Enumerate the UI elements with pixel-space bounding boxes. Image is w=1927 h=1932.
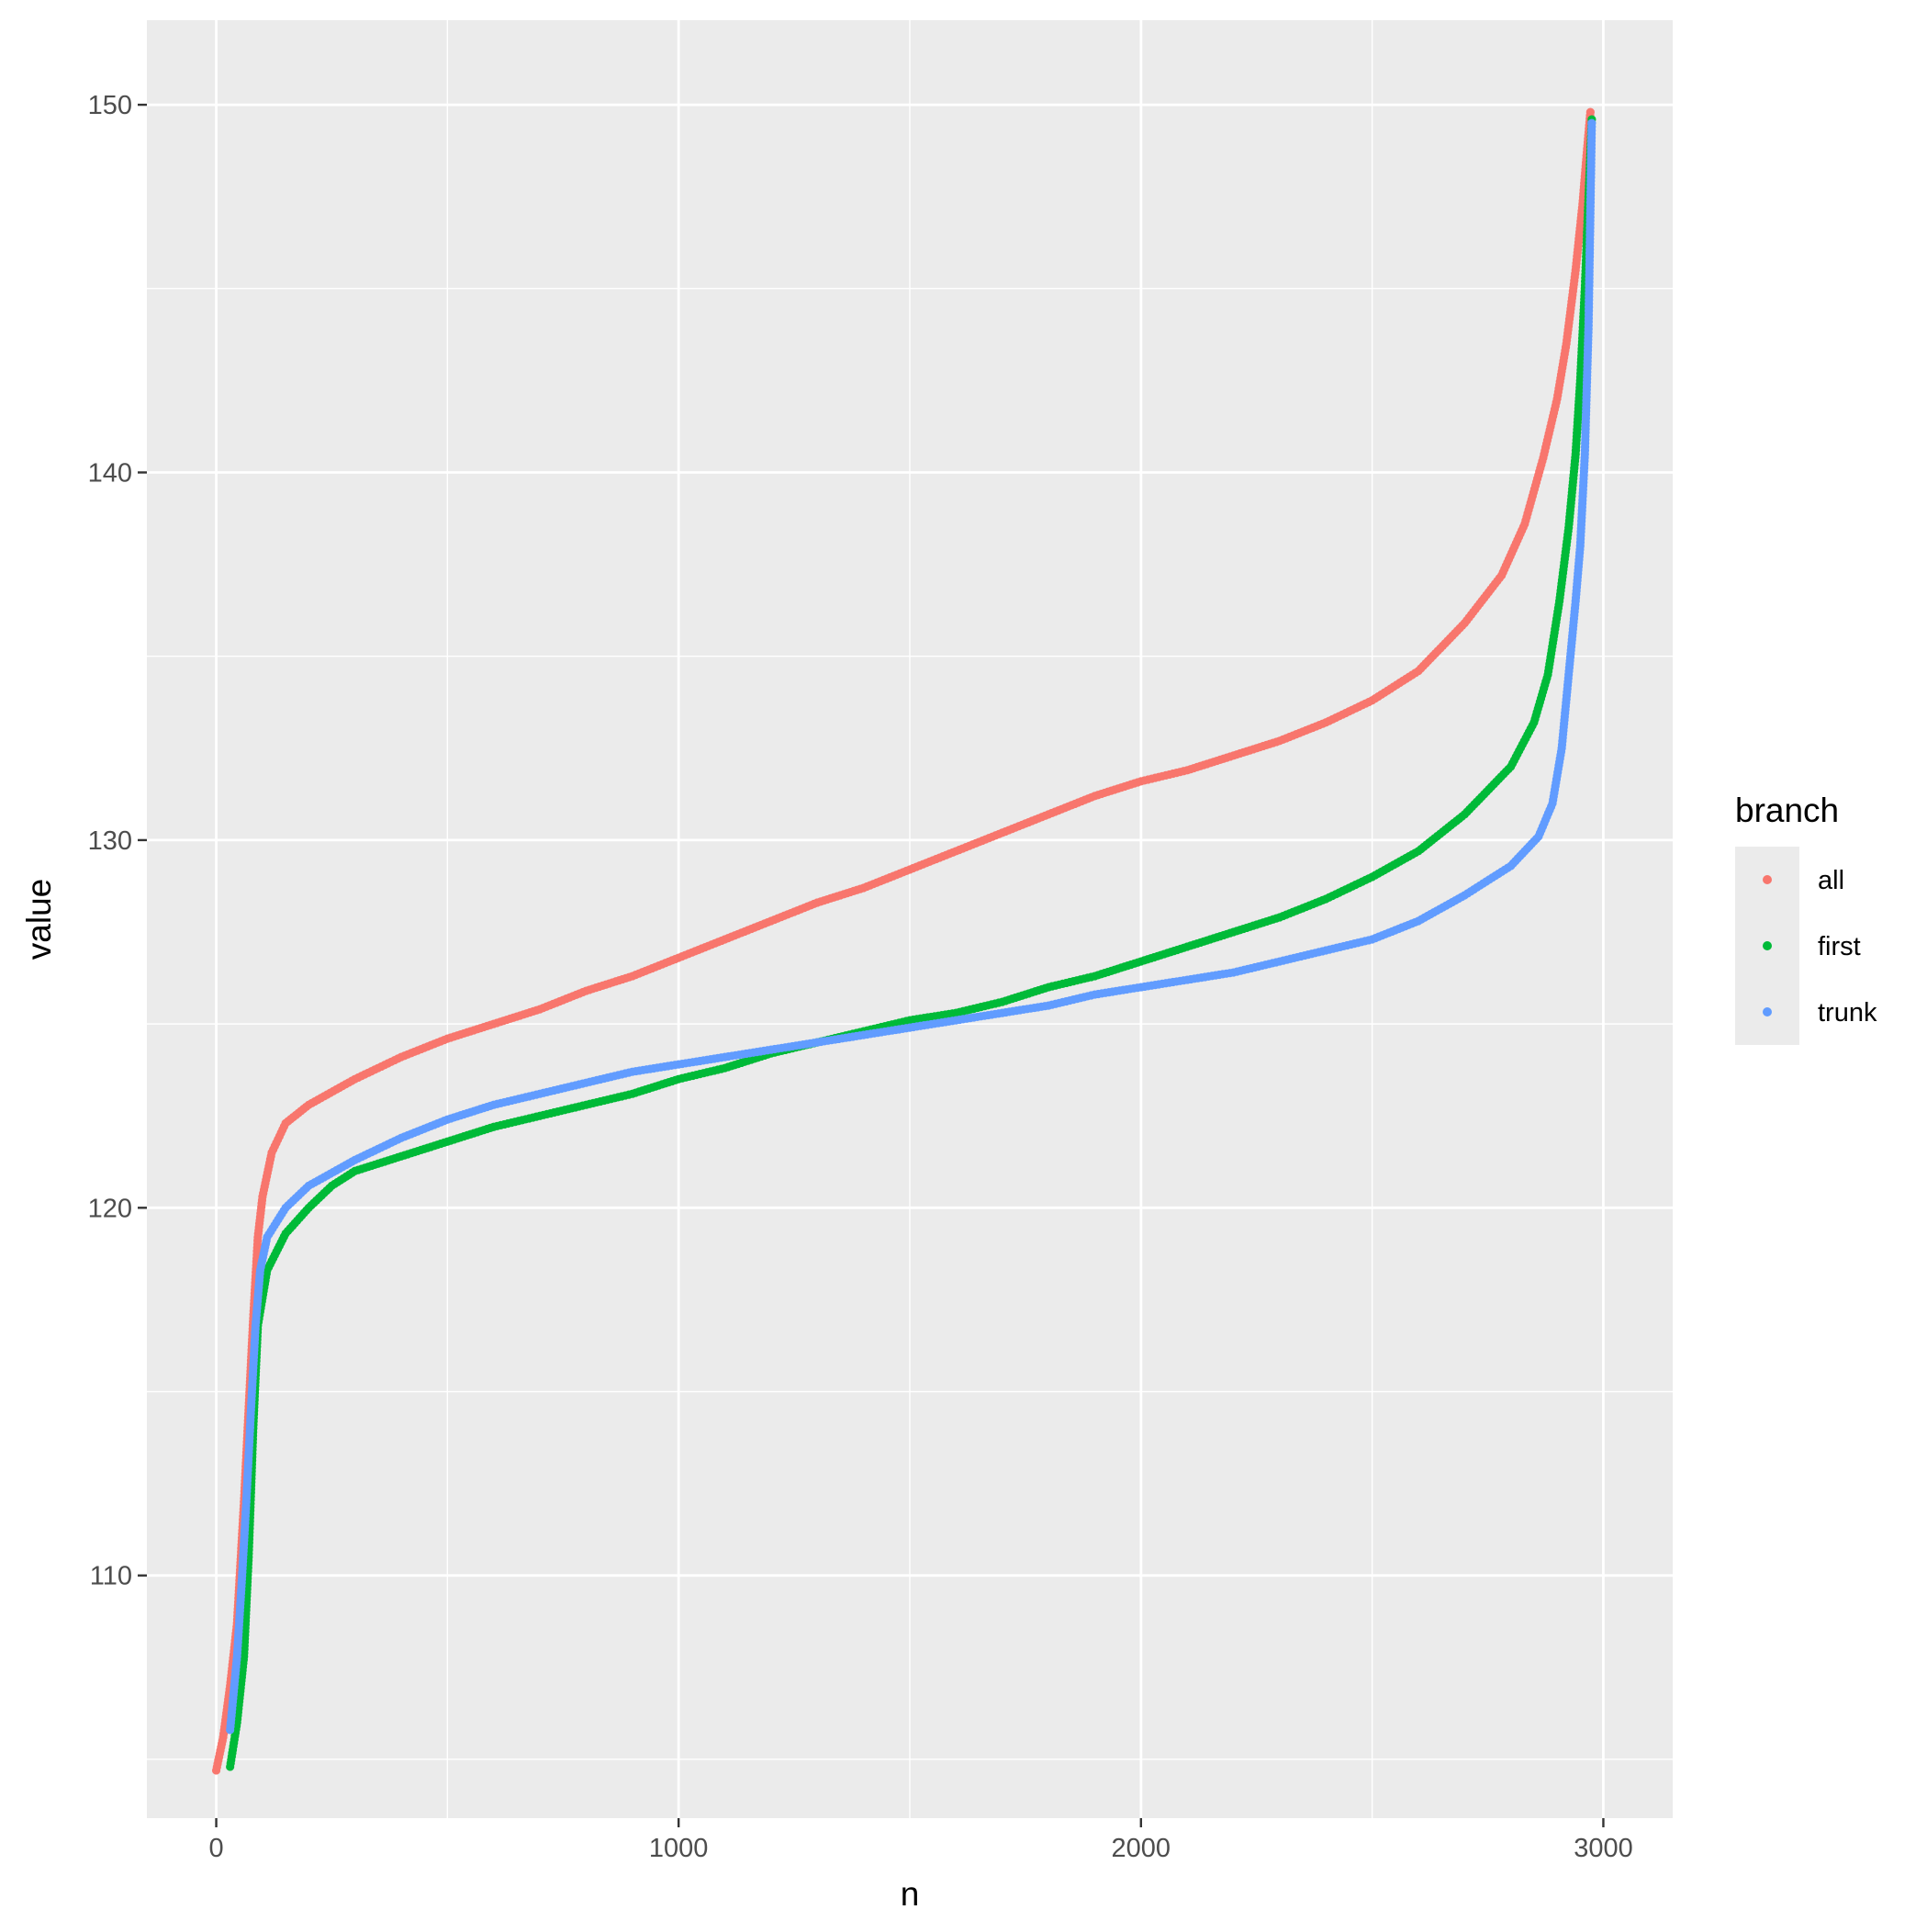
y-tick-label: 130 — [88, 826, 132, 856]
y-tick-label: 150 — [88, 91, 132, 120]
series-layer — [211, 107, 1596, 1775]
x-tick-label: 1000 — [649, 1834, 709, 1863]
data-point-trunk — [1587, 118, 1596, 128]
legend-title: branch — [1735, 792, 1839, 829]
x-tick-label: 3000 — [1574, 1834, 1633, 1863]
x-tick-label: 2000 — [1112, 1834, 1171, 1863]
legend-marker-all — [1763, 875, 1772, 884]
legend-marker-trunk — [1763, 1007, 1772, 1017]
y-tick-label: 120 — [88, 1194, 132, 1223]
series-trunk — [226, 118, 1596, 1735]
data-point-all — [1585, 107, 1595, 117]
y-axis-title: value — [20, 879, 58, 960]
x-axis-title: n — [901, 1875, 920, 1913]
y-tick-label: 140 — [88, 459, 132, 489]
legend-label-all: all — [1818, 866, 1844, 895]
major-gridlines — [147, 20, 1673, 1818]
y-tick-label: 110 — [90, 1562, 132, 1591]
legend: branch all first trunk — [1735, 792, 1877, 1045]
x-tick-label: 0 — [208, 1834, 223, 1863]
series-first — [226, 115, 1596, 1771]
legend-label-trunk: trunk — [1818, 998, 1877, 1028]
legend-label-first: first — [1818, 932, 1861, 961]
legend-marker-first — [1763, 941, 1772, 950]
y-axis: 110 120 130 140 150 — [88, 91, 147, 1591]
x-axis: 0 1000 2000 3000 — [208, 1818, 1633, 1863]
